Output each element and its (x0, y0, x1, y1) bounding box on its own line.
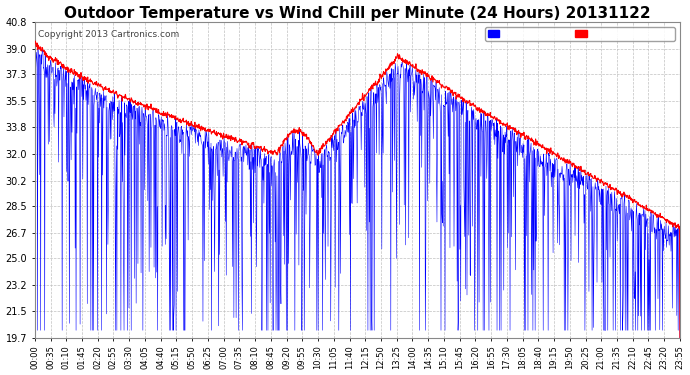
Legend: Wind Chill (°F), Temperature (°F): Wind Chill (°F), Temperature (°F) (485, 27, 675, 42)
Title: Outdoor Temperature vs Wind Chill per Minute (24 Hours) 20131122: Outdoor Temperature vs Wind Chill per Mi… (64, 6, 651, 21)
Text: Copyright 2013 Cartronics.com: Copyright 2013 Cartronics.com (38, 30, 179, 39)
